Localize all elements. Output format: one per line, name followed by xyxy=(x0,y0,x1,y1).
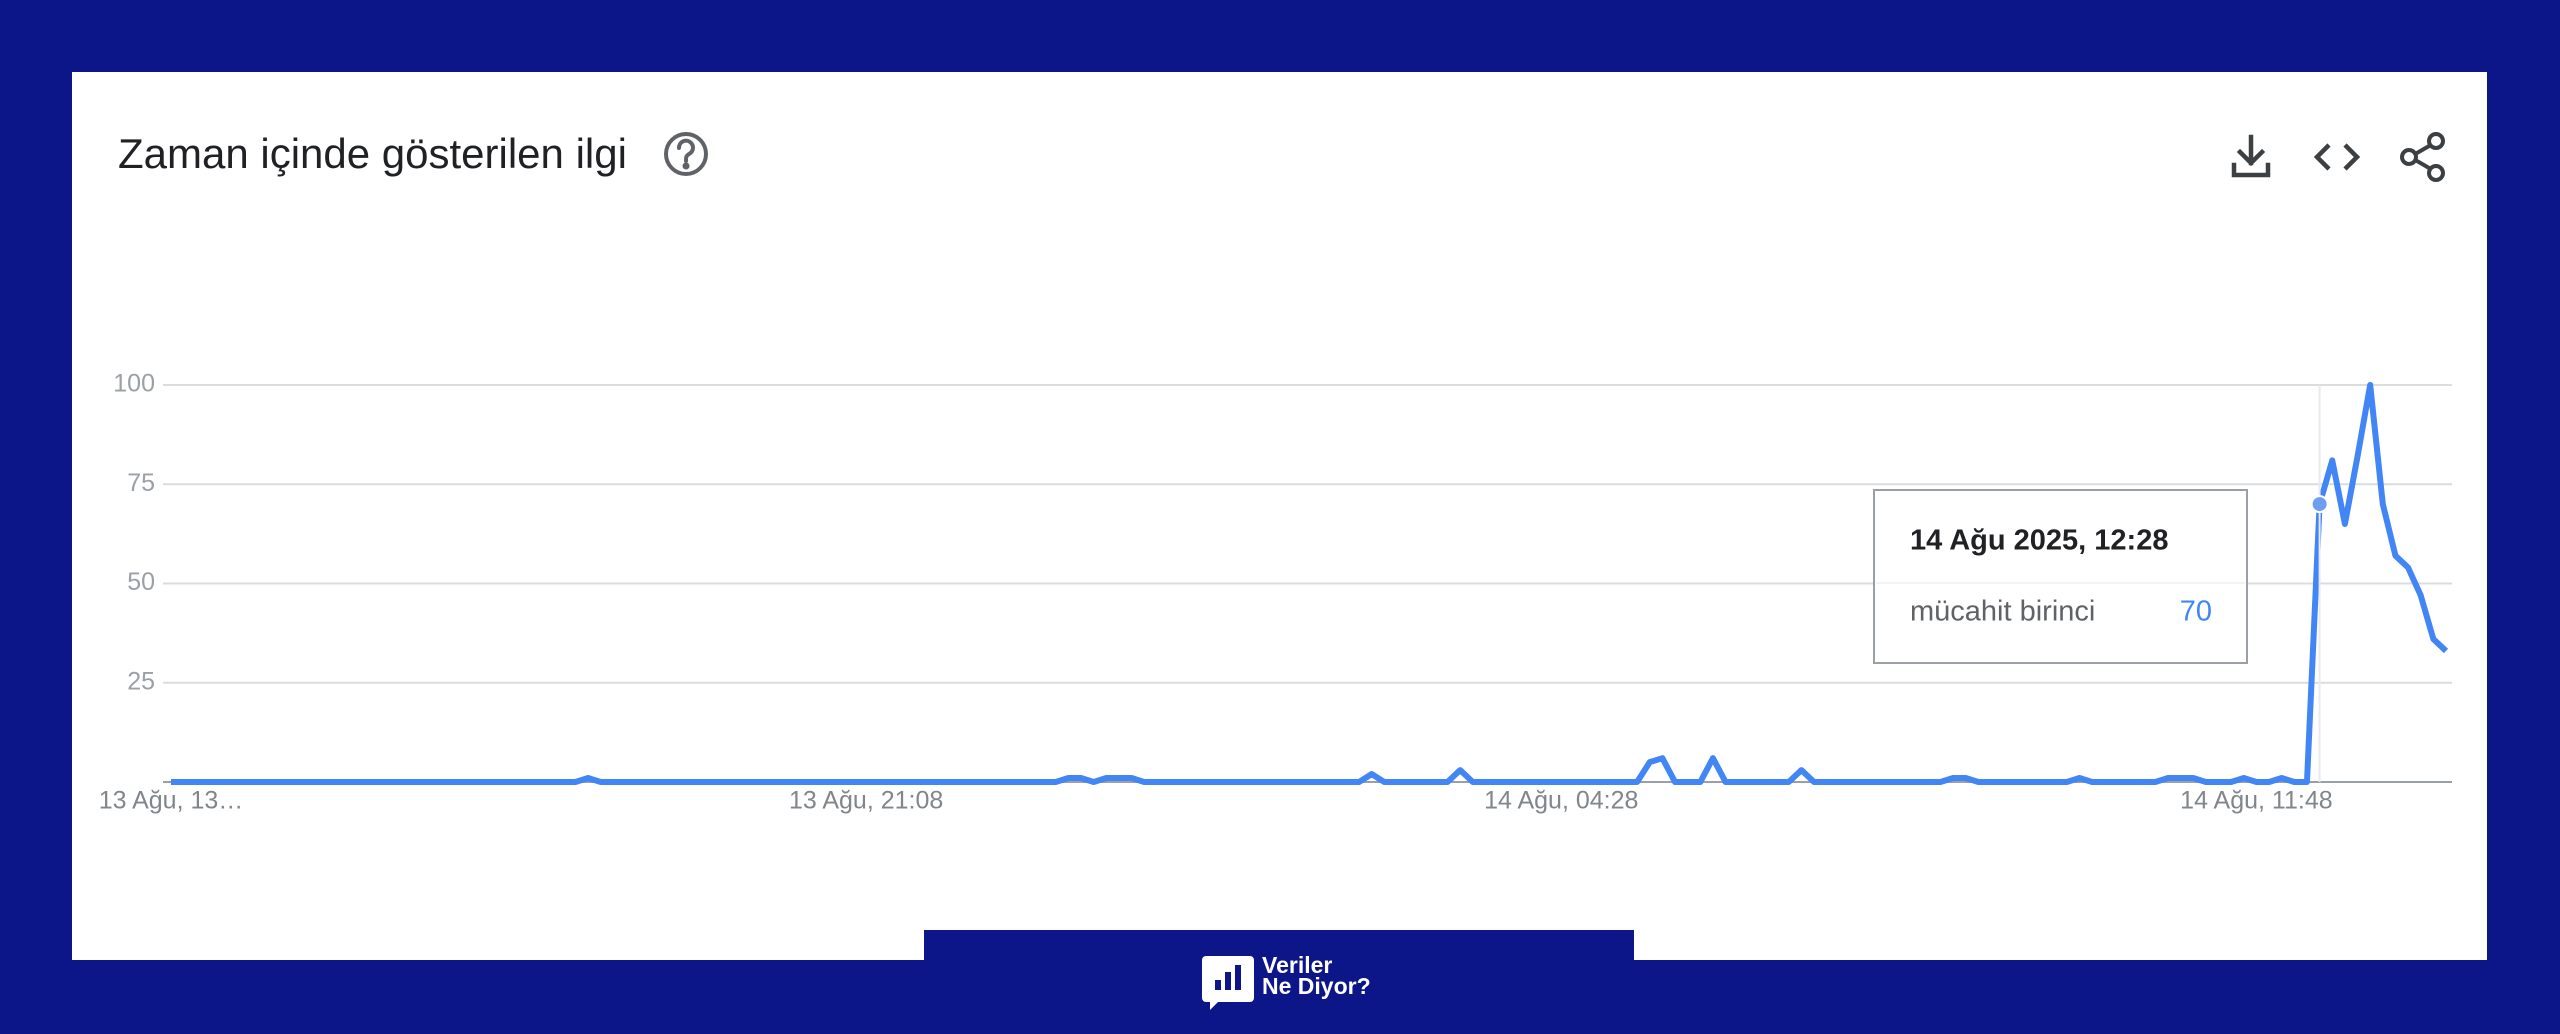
y-tick-label: 25 xyxy=(127,667,155,695)
hover-point xyxy=(2310,495,2329,514)
tooltip-box xyxy=(1873,489,2248,664)
y-tick-label: 100 xyxy=(113,370,155,398)
brand-line: Veriler xyxy=(1262,952,1332,978)
y-tick-label: 50 xyxy=(127,568,155,596)
x-tick-label: 14 Ağu, 04:28 xyxy=(1484,787,1638,815)
chart-title: Zaman içinde gösterilen ilgi xyxy=(118,130,627,177)
share-icon[interactable] xyxy=(2400,132,2445,182)
help-icon[interactable] xyxy=(664,132,708,176)
plot-area: 25 50 75 100 13 Ağu, 13… 13 Ağu, 21:08 14 Ağu,… xyxy=(99,370,2452,815)
tooltip-series-name: mücahit birinci xyxy=(1910,596,2095,628)
brand-logo xyxy=(1202,956,1254,1010)
brand-line: Ne Diyor? xyxy=(1262,973,1371,999)
series-line xyxy=(171,382,2449,785)
footer-tab xyxy=(924,930,1634,1034)
embed-icon[interactable] xyxy=(2313,143,2361,171)
tooltip-title: 14 Ağu 2025, 12:28 xyxy=(1910,525,2168,557)
tooltip: 14 Ağu 2025, 12:28 mücahit birinci 70 xyxy=(1873,489,2248,664)
x-tick-label: 14 Ağu, 11:48 xyxy=(2180,787,2332,815)
download-icon[interactable] xyxy=(2231,134,2271,178)
y-tick-label: 75 xyxy=(127,469,155,497)
x-tick-label: 13 Ağu, 13… xyxy=(99,787,244,815)
x-tick-label: 13 Ağu, 21:08 xyxy=(789,787,943,815)
tooltip-value: 70 xyxy=(2180,596,2212,628)
